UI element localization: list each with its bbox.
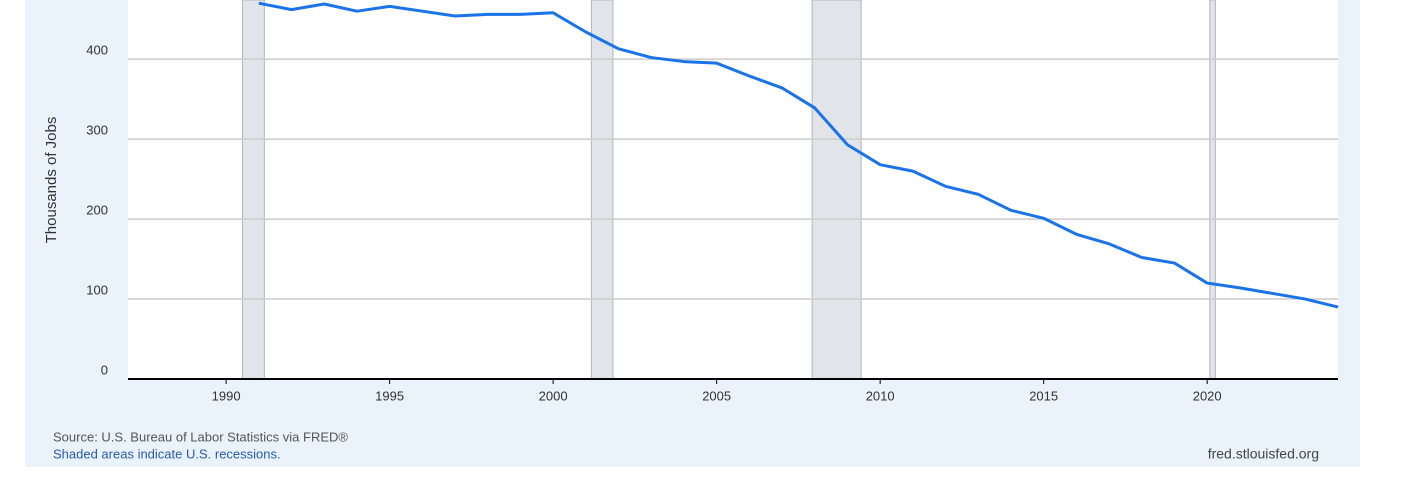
y-tick-label: 0 <box>101 362 108 377</box>
credit[interactable]: fred.stlouisfed.org <box>1208 446 1319 462</box>
x-tick-label: 2000 <box>539 388 568 403</box>
recession-band <box>1209 0 1216 380</box>
y-tick-label: 300 <box>86 123 108 138</box>
y-tick-label: 200 <box>86 203 108 218</box>
x-tick-label: 2010 <box>866 388 895 403</box>
recession-note[interactable]: Shaded areas indicate U.S. recessions. <box>53 446 281 461</box>
y-axis-title: Thousands of Jobs <box>43 117 60 244</box>
x-tick-label: 1990 <box>212 388 241 403</box>
x-tick-label: 2015 <box>1029 388 1058 403</box>
recession-band <box>590 0 614 380</box>
plot-area <box>128 0 1338 379</box>
x-tick-label: 2020 <box>1193 388 1222 403</box>
recession-band <box>241 0 265 380</box>
x-tick-label: 2005 <box>702 388 731 403</box>
recession-band <box>811 0 862 380</box>
data-line <box>258 1 1339 309</box>
y-tick-label: 100 <box>86 282 108 297</box>
x-tick-label: 1995 <box>375 388 404 403</box>
source-note: Source: U.S. Bureau of Labor Statistics … <box>53 429 348 444</box>
y-tick-label: 400 <box>86 43 108 58</box>
